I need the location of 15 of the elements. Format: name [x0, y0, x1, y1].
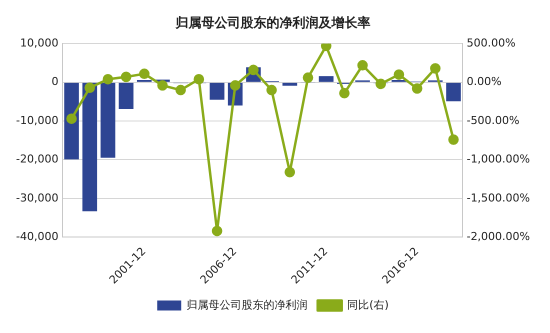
y2-tick-label: -1,500.00% — [466, 191, 530, 204]
y-tick-label: -20,000 — [16, 152, 58, 166]
y-tick-label: 10,000 — [20, 36, 58, 50]
legend-label: 归属母公司股东的净利润 — [186, 298, 308, 312]
y2-tick-label: 0.00% — [466, 75, 502, 88]
legend-label: 同比(右) — [347, 298, 389, 312]
y-tick-label: 0 — [51, 75, 58, 88]
chart-title: 归属母公司股东的净利润及增长率 — [174, 15, 370, 32]
y2-tick-label: -2,000.00% — [466, 230, 530, 244]
y2-tick-label: 500.00% — [466, 36, 516, 50]
y2-tick-label: -500.00% — [466, 114, 520, 127]
y-tick-label: -30,000 — [16, 191, 58, 204]
y2-tick-label: -1,000.00% — [466, 152, 530, 166]
y-tick-label: -40,000 — [16, 230, 58, 244]
y-tick-label: -10,000 — [16, 114, 58, 127]
